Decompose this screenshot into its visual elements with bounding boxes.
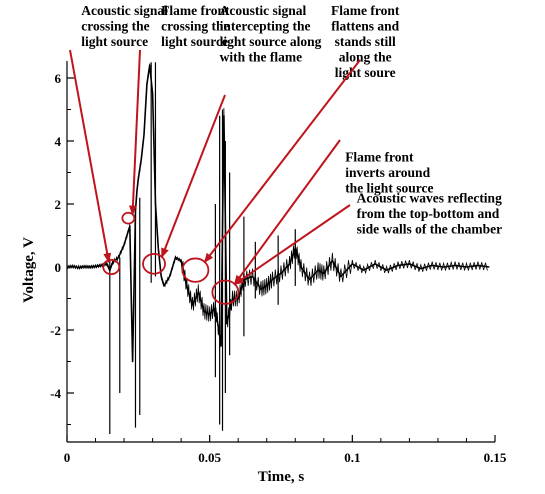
x-tick-label-3: 0.15 (484, 450, 507, 465)
annotation-2-line-2: light source along (220, 34, 322, 49)
annotation-5-line-0: Acoustic waves reflecting (357, 190, 502, 205)
signal-noise-line (66, 63, 488, 360)
annotation-4-line-0: Flame front (345, 149, 414, 164)
annotation-3-line-1: flattens and (331, 19, 399, 34)
annotation-2-circle (142, 253, 166, 275)
annotation-1-circle (121, 211, 136, 225)
annotation-0-circle (102, 258, 121, 276)
annotation-2-line-0: Acoustic signal (220, 3, 307, 18)
annotation-3-arrow (203, 59, 361, 264)
annotation-5-line-1: from the top-bottom and (357, 206, 500, 221)
annotation-0-line-2: light source (81, 34, 148, 49)
annotation-5-arrow (233, 204, 351, 286)
x-tick-label-0: 0 (64, 450, 71, 465)
annotation-4-arrow (233, 139, 341, 286)
annotation-3-line-3: along the (339, 50, 392, 65)
annotation-0-line-1: crossing the (81, 19, 149, 34)
ticks: 0 0.05 0.1 0.15 -4 -2 0 2 4 6 (50, 71, 507, 465)
x-tick-label-1: 0.05 (198, 450, 221, 465)
annotation-2-line-3: with the flame (220, 50, 302, 65)
x-tick-label-2: 0.1 (344, 450, 360, 465)
annotation-5-line-2: side walls of the chamber (357, 221, 503, 236)
y-tick-label-2: 0 (55, 260, 62, 275)
signal-trace (66, 63, 490, 363)
annotation-1-line-2: light source (161, 34, 228, 49)
annotation-1-line-0: Flame front (161, 3, 230, 18)
axes (66, 61, 495, 443)
annotation-4-circle (211, 279, 240, 305)
annotation-3-circle (181, 257, 210, 283)
x-axis-label: Time, s (258, 469, 305, 485)
annotation-2-arrow (160, 94, 226, 259)
annotation-3-line-0: Flame front (331, 3, 400, 18)
y-tick-label-4: 4 (55, 134, 62, 149)
annotation-3-line-2: stands still (335, 34, 396, 49)
annotation-1-line-1: crossing the (161, 19, 229, 34)
annotation-4-line-1: inverts around (345, 165, 430, 180)
y-tick-label-0: -4 (50, 386, 61, 401)
y-axis-label: Voltage, V (21, 237, 37, 303)
y-tick-label-3: 2 (55, 197, 62, 212)
annotation-0-arrow (69, 49, 112, 264)
annotation-0-line-0: Acoustic signal (81, 3, 168, 18)
y-tick-label-1: -2 (50, 323, 61, 338)
annotation-4-line-2: the light source (345, 180, 433, 195)
annotation-2-line-1: intercepting the (220, 19, 311, 34)
annotation-1-arrow (128, 49, 141, 216)
y-tick-label-5: 6 (55, 71, 62, 86)
annotation-3-line-4: light soure (335, 65, 396, 80)
